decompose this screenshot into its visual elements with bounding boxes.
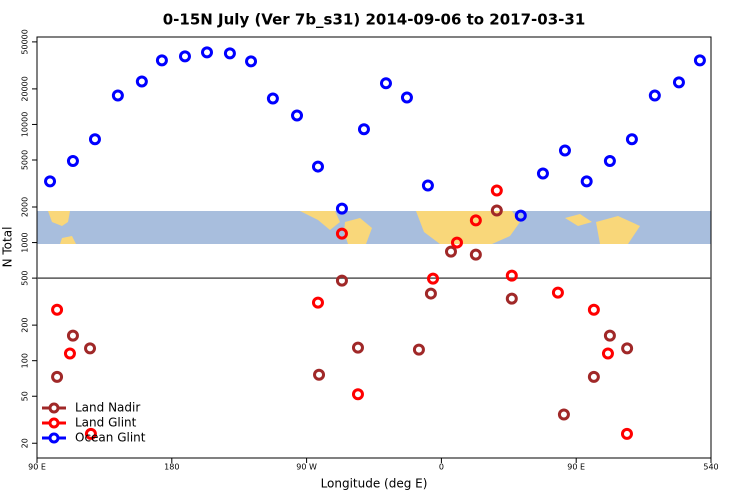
data-point <box>601 347 614 360</box>
data-point <box>245 55 258 68</box>
data-point <box>469 214 482 227</box>
data-point <box>357 123 370 136</box>
x-axis-label: Longitude (deg E) <box>321 477 428 491</box>
data-point <box>424 287 437 300</box>
data-point <box>291 109 304 122</box>
y-tick-label: 5000 <box>21 150 30 170</box>
data-point <box>335 274 348 287</box>
data-point <box>335 202 348 215</box>
data-point <box>335 227 348 240</box>
data-point <box>51 303 64 316</box>
y-tick-label: 50 <box>21 391 30 401</box>
data-point <box>223 47 236 60</box>
data-point <box>505 269 518 282</box>
data-point <box>450 236 463 249</box>
data-point <box>672 76 685 89</box>
legend-marker <box>48 402 60 414</box>
data-point <box>558 144 571 157</box>
data-point <box>648 89 661 102</box>
data-point <box>693 54 706 67</box>
x-tick-label: 180 <box>164 463 179 472</box>
data-point <box>379 77 392 90</box>
x-tick-label: 540 <box>703 463 718 472</box>
legend-marker <box>48 432 60 444</box>
legend-label: Ocean Glint <box>75 431 146 445</box>
y-tick-label: 100 <box>21 353 30 368</box>
data-point <box>51 370 64 383</box>
y-tick-label: 10000 <box>21 112 30 137</box>
x-tick-label: 90 E <box>28 463 46 472</box>
y-tick-label: 200 <box>21 317 30 332</box>
data-point <box>63 347 76 360</box>
data-point <box>351 341 364 354</box>
land <box>565 214 592 226</box>
data-point <box>625 133 638 146</box>
data-point <box>200 46 213 59</box>
map-band <box>37 211 711 244</box>
x-tick-label: 90 E <box>567 463 585 472</box>
data-point <box>580 175 593 188</box>
data-point <box>412 343 425 356</box>
data-point <box>587 370 600 383</box>
y-tick-label: 500 <box>21 270 30 285</box>
y-tick-label: 20 <box>21 438 30 448</box>
data-point <box>84 427 97 440</box>
y-tick-label: 50000 <box>21 29 30 54</box>
legend-label: Land Nadir <box>75 401 140 415</box>
x-tick-label: 90 W <box>296 463 317 472</box>
data-point <box>351 388 364 401</box>
y-tick-label: 2000 <box>21 197 30 217</box>
y-axis-label: N Total <box>1 227 15 268</box>
land <box>60 236 76 244</box>
land <box>344 218 372 244</box>
data-point <box>505 292 518 305</box>
x-tick-label: 0 <box>439 463 444 472</box>
y-tick-label: 20000 <box>21 76 30 101</box>
y-tick-label: 1000 <box>21 232 30 252</box>
data-point <box>557 408 570 421</box>
data-point <box>311 296 324 309</box>
data-point <box>603 329 616 342</box>
data-point <box>111 89 124 102</box>
chart-title: 0-15N July (Ver 7b_s31) 2014-09-06 to 20… <box>163 11 586 29</box>
legend-label: Land Glint <box>75 416 137 430</box>
land <box>416 211 520 244</box>
data-point <box>536 167 549 180</box>
data-point <box>178 50 191 63</box>
data-point <box>603 155 616 168</box>
land <box>300 211 340 230</box>
data-point <box>66 155 79 168</box>
data-point <box>587 303 600 316</box>
data-point <box>155 54 168 67</box>
data-point <box>88 133 101 146</box>
data-point <box>514 209 527 222</box>
plot-frame <box>36 36 712 459</box>
data-point <box>621 342 634 355</box>
data-point <box>266 92 279 105</box>
data-point <box>313 368 326 381</box>
data-point <box>490 204 503 217</box>
data-point <box>311 160 324 173</box>
data-point <box>444 245 457 258</box>
data-point <box>469 248 482 261</box>
data-point <box>400 91 413 104</box>
data-point <box>551 286 564 299</box>
land <box>596 216 640 244</box>
data-point <box>490 184 503 197</box>
data-point <box>44 175 57 188</box>
data-point <box>66 329 79 342</box>
land <box>48 211 70 226</box>
legend-marker <box>48 417 60 429</box>
data-point <box>135 75 148 88</box>
data-point <box>421 179 434 192</box>
data-point <box>427 272 440 285</box>
data-point <box>620 427 633 440</box>
data-point <box>84 342 97 355</box>
